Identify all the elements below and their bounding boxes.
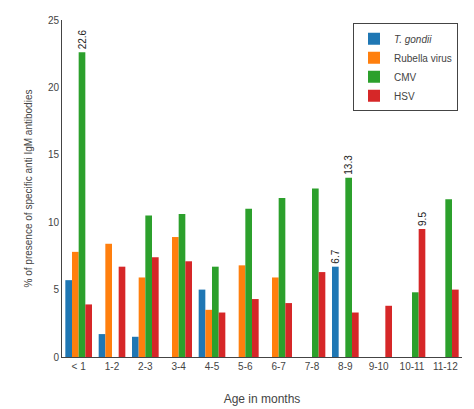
svg-text:22.6: 22.6	[77, 29, 88, 49]
svg-text:9.5: 9.5	[417, 212, 428, 226]
svg-text:6.7: 6.7	[330, 249, 341, 263]
svg-text:Age in months: Age in months	[224, 392, 301, 406]
svg-text:5-6: 5-6	[238, 361, 253, 372]
svg-text:11-12: 11-12	[433, 361, 458, 372]
svg-text:9-10: 9-10	[369, 361, 389, 372]
svg-text:8-9: 8-9	[338, 361, 353, 372]
svg-text:4-5: 4-5	[205, 361, 220, 372]
svg-text:10-11: 10-11	[400, 361, 425, 372]
svg-text:% of presence of specific anti: % of presence of specific anti IgM antib…	[23, 90, 34, 288]
svg-text:7-8: 7-8	[305, 361, 320, 372]
svg-text:T. gondii: T. gondii	[394, 34, 432, 45]
svg-text:1-2: 1-2	[105, 361, 120, 372]
svg-text:6-7: 6-7	[271, 361, 286, 372]
svg-text:13.3: 13.3	[343, 155, 354, 175]
svg-text:15: 15	[48, 149, 60, 160]
svg-text:CMV: CMV	[394, 72, 417, 83]
svg-text:HSV: HSV	[394, 91, 415, 102]
svg-text:20: 20	[48, 82, 60, 93]
svg-text:2-3: 2-3	[138, 361, 153, 372]
svg-text:Rubella virus: Rubella virus	[394, 53, 452, 64]
svg-text:10: 10	[48, 217, 60, 228]
svg-text:0: 0	[53, 352, 59, 363]
svg-text:3-4: 3-4	[171, 361, 186, 372]
svg-text:25: 25	[48, 15, 60, 26]
svg-text:< 1: < 1	[72, 361, 87, 372]
svg-text:5: 5	[53, 284, 59, 295]
